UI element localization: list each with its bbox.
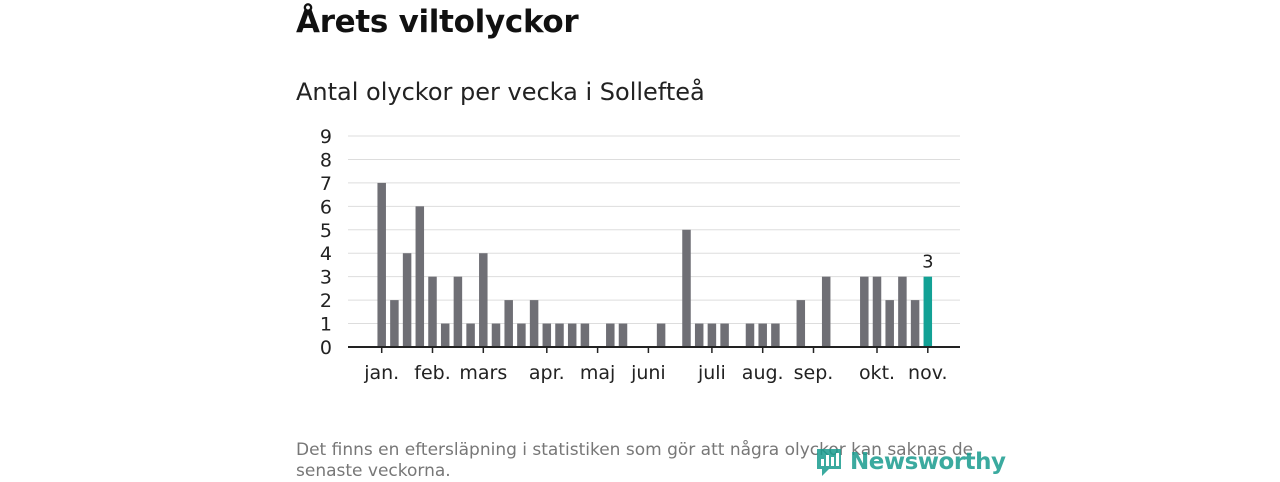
y-tick-label: 7 <box>320 173 332 195</box>
x-tick-label: sep. <box>794 362 834 384</box>
bar <box>453 276 463 347</box>
bar <box>821 276 831 347</box>
chart-card: Årets viltolyckor Antal olyckor per veck… <box>296 0 1006 481</box>
bar-highlight <box>923 276 933 347</box>
bar <box>390 300 399 347</box>
footnote: Det finns en eftersläpning i statistiken… <box>296 440 974 481</box>
bar <box>517 323 526 347</box>
x-tick-label: okt. <box>859 362 895 384</box>
bar <box>479 253 488 347</box>
bar <box>542 323 552 347</box>
y-tick-label: 0 <box>320 337 332 359</box>
bar <box>491 323 501 347</box>
bar <box>567 323 577 347</box>
x-tick-label: feb. <box>414 362 450 384</box>
bar <box>580 323 590 347</box>
bar <box>796 300 806 347</box>
bar <box>771 323 780 347</box>
bar <box>466 323 475 347</box>
bar <box>910 300 920 347</box>
bar <box>694 323 704 347</box>
highlight-data-label: 3 <box>922 252 933 273</box>
bar <box>898 276 907 347</box>
bar <box>745 323 755 347</box>
x-tick-label: apr. <box>529 362 565 384</box>
y-tick-label: 2 <box>320 290 332 312</box>
bar <box>428 276 437 347</box>
x-tick-label: juli <box>697 362 726 384</box>
bar <box>618 323 628 347</box>
x-tick-label: juni <box>630 362 666 384</box>
data-labels: 3 <box>922 252 933 273</box>
y-tick-label: 8 <box>320 149 332 171</box>
y-tick-label: 3 <box>320 267 332 289</box>
x-tick-label: jan. <box>363 362 399 384</box>
bar <box>415 206 425 347</box>
x-tick-label: aug. <box>742 362 784 384</box>
newsworthy-logo-text: Newsworthy <box>850 449 1006 475</box>
bar <box>758 323 767 347</box>
bar <box>529 300 539 347</box>
bar <box>606 323 615 347</box>
bar <box>402 253 412 347</box>
y-tick-label: 5 <box>320 220 332 242</box>
bars <box>377 182 933 347</box>
bar <box>872 276 882 347</box>
bar <box>555 323 564 347</box>
y-tick-label: 6 <box>320 196 332 218</box>
bar <box>440 323 450 347</box>
x-tick-label: nov. <box>908 362 947 384</box>
newsworthy-logo: Newsworthy <box>814 445 1006 479</box>
bar <box>885 300 894 347</box>
chart-title: Antal olyckor per vecka i Sollefteå <box>296 78 705 106</box>
bar <box>377 182 386 347</box>
page-title: Årets viltolyckor <box>296 4 579 40</box>
bar <box>860 276 869 347</box>
x-axis: jan. feb. mars apr. maj juni juli aug. sep. okt. n… <box>348 346 960 384</box>
bar <box>682 229 691 347</box>
gridlines <box>348 135 960 325</box>
bar <box>720 323 729 347</box>
x-tick-label: mars <box>459 362 507 384</box>
y-tick-label: 4 <box>320 243 332 265</box>
y-tick-label: 9 <box>320 126 332 148</box>
y-tick-label: 1 <box>320 314 332 336</box>
bar <box>656 323 666 347</box>
newsworthy-logo-icon <box>817 449 841 476</box>
bar <box>707 323 717 347</box>
bar <box>504 300 513 347</box>
x-tick-label: maj <box>580 362 615 384</box>
